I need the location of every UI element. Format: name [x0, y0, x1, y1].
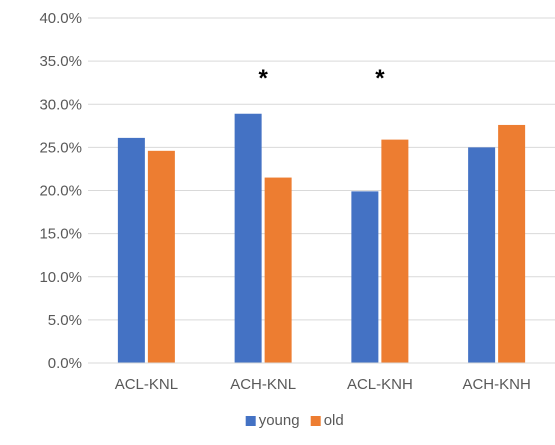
- bar-young-acl-knl: [117, 137, 145, 363]
- bar-old-ach-knl: [264, 177, 292, 363]
- legend-swatch-young: [245, 416, 256, 426]
- y-tick-label: 0.0%: [48, 355, 82, 372]
- x-tick-label: ACL-KNH: [347, 376, 413, 393]
- x-tick-label: ACH-KNL: [230, 376, 296, 393]
- x-tick-label: ACL-KNL: [115, 376, 178, 393]
- bar-old-ach-knh: [498, 124, 526, 363]
- y-tick-label: 15.0%: [39, 226, 82, 243]
- x-tick-label: ACH-KNH: [462, 376, 530, 393]
- y-tick-label: 30.0%: [39, 96, 82, 113]
- significance-marker: *: [375, 65, 385, 92]
- legend-label-young: young: [259, 412, 300, 429]
- y-tick-label: 25.0%: [39, 139, 82, 156]
- y-tick-label: 10.0%: [39, 269, 82, 286]
- y-tick-label: 20.0%: [39, 183, 82, 200]
- significance-marker: *: [258, 65, 268, 92]
- bar-young-acl-knh: [351, 191, 379, 363]
- bar-young-ach-knl: [234, 113, 262, 363]
- bar-old-acl-knh: [381, 139, 409, 363]
- bar-old-acl-knl: [147, 150, 175, 363]
- y-tick-label: 5.0%: [48, 312, 82, 329]
- y-tick-label: 35.0%: [39, 53, 82, 70]
- legend-swatch-old: [310, 416, 321, 426]
- y-tick-label: 40.0%: [39, 10, 82, 27]
- bar-young-ach-knh: [468, 147, 496, 363]
- legend-label-old: old: [324, 412, 344, 429]
